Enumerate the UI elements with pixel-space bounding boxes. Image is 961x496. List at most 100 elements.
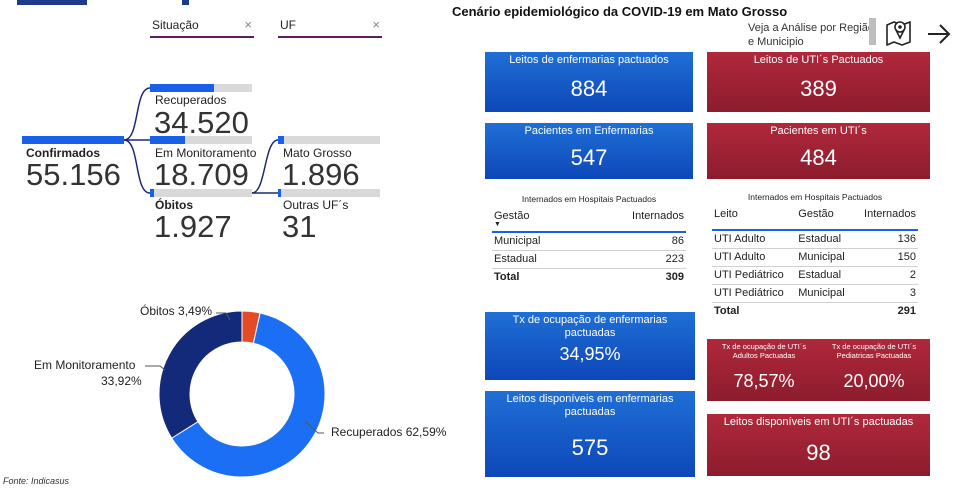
situation-donut-chart xyxy=(145,310,326,478)
card-pacientes-uti[interactable]: Pacientes em UTI´s 484 xyxy=(707,123,930,179)
map-pin-icon[interactable] xyxy=(884,16,916,48)
obitos-value[interactable]: 1.927 xyxy=(154,209,232,244)
donut-leader-line xyxy=(216,312,231,321)
cell-total-label: Total xyxy=(712,301,797,320)
card-value: 547 xyxy=(570,145,608,170)
cell-leito: UTI Pediátrico xyxy=(712,284,797,303)
tx-uti-pediatrica-title: Tx de ocupação de UTI´s Pediatricas Pact… xyxy=(831,342,917,360)
card-leitos-disponiveis-uti[interactable]: Leitos disponíveis em UTI´s pactuadas 98 xyxy=(707,414,930,476)
confirmados-value[interactable]: 55.156 xyxy=(26,157,121,192)
table-header-row: Gestão ▼ Internados xyxy=(492,210,686,232)
internados-gestao-table: Gestão ▼ Internados Municipal 86 Estadual… xyxy=(492,210,686,286)
clear-icon[interactable]: × xyxy=(244,17,252,32)
card-tx-ocupacao-uti[interactable]: Tx de ocupação de UTI´s Adultos Pactuada… xyxy=(707,339,930,401)
card-leitos-disponiveis-enfermarias[interactable]: Leitos disponíveis em enfermarias pactua… xyxy=(485,391,695,477)
donut-slice-em-monitoramento[interactable] xyxy=(158,310,243,439)
card-title: Leitos disponíveis em enfermarias pactua… xyxy=(506,393,674,418)
column-header-gestao[interactable]: Gestão ▼ xyxy=(492,210,584,232)
table-row: UTI Adulto Municipal 150 xyxy=(712,248,918,267)
recuperados-bar-fill xyxy=(150,84,214,92)
card-title: Leitos de enfermarias pactuados xyxy=(509,54,669,66)
cell-internados: 223 xyxy=(583,250,686,269)
tx-uti-pediatrica-value: 20,00% xyxy=(843,371,905,391)
donut-leader-line xyxy=(305,421,324,434)
card-title: Pacientes em UTI´s xyxy=(770,125,867,137)
donut-slice-recuperados[interactable] xyxy=(171,312,326,478)
source-note: Fonte: Indicasus xyxy=(3,476,70,486)
recuperados-value[interactable]: 34.520 xyxy=(154,105,249,140)
cell-total-value: 291 xyxy=(853,301,918,320)
nav-divider xyxy=(869,18,876,45)
card-leitos-uti[interactable]: Leitos de UTI´s Pactuados 389 xyxy=(707,52,930,112)
cell-gestao: Municipal xyxy=(796,284,854,303)
cell-total-value: 309 xyxy=(583,267,686,286)
card-title: Pacientes em Enfermarias xyxy=(524,125,654,137)
card-value: 484 xyxy=(800,145,837,170)
recuperados-label: Recuperados xyxy=(155,93,227,107)
sort-down-icon[interactable]: ▼ xyxy=(494,221,501,228)
table-total-row: Total 291 xyxy=(712,301,918,320)
region-analysis-link[interactable]: Veja a Análise por Região e Municipio xyxy=(748,21,874,49)
cell-total-label: Total xyxy=(492,267,584,286)
monitoramento-label: Em Monitoramento xyxy=(155,146,257,160)
region-analysis-line1: Veja a Análise por Região xyxy=(748,22,874,34)
obitos-label: Óbitos xyxy=(155,198,193,212)
table-header-row: Leito Gestão Internados xyxy=(712,208,918,230)
table-row: UTI Pediátrico Estadual 2 xyxy=(712,266,918,285)
table-row: Municipal 86 xyxy=(492,232,686,251)
header-strip-marker xyxy=(182,0,189,5)
card-title: Leitos de UTI´s Pactuados xyxy=(753,54,884,66)
confirmados-label: Confirmados xyxy=(26,146,101,160)
cell-internados: 86 xyxy=(583,232,686,251)
tree-connectors xyxy=(123,87,279,194)
outras-uf-label: Outras UF´s xyxy=(283,198,349,212)
card-leitos-enfermarias[interactable]: Leitos de enfermarias pactuados 884 xyxy=(485,52,693,112)
connector-obitos xyxy=(123,139,151,194)
situacao-slicer-label: Situação xyxy=(152,18,199,32)
cell-gestao: Municipal xyxy=(796,248,854,267)
card-value: 34,95% xyxy=(559,344,621,364)
uf-slicer-label: UF xyxy=(280,18,296,32)
table-row: UTI Pediátrico Municipal 3 xyxy=(712,284,918,303)
card-pacientes-enfermarias[interactable]: Pacientes em Enfermarias 547 xyxy=(485,123,693,179)
card-value: 884 xyxy=(570,76,608,101)
card-value: 98 xyxy=(806,440,831,465)
mato-grosso-label: Mato Grosso xyxy=(283,146,352,160)
internados-uti-table-title: Internados em Hospitais Pactuados xyxy=(747,192,883,202)
cell-leito: UTI Adulto xyxy=(712,248,797,267)
column-header-internados[interactable]: Internados xyxy=(864,208,916,220)
header-strip xyxy=(17,0,87,5)
tx-uti-adulto-value: 78,57% xyxy=(733,371,795,391)
cell-gestao: Estadual xyxy=(796,266,854,285)
outras-uf-bar-fill xyxy=(278,189,281,197)
column-header-gestao[interactable]: Gestão xyxy=(798,208,834,220)
tx-uti-adulto-title: Tx de ocupação de UTI´s Adultos Pactuada… xyxy=(721,342,807,360)
clear-icon[interactable]: × xyxy=(372,17,380,32)
cell-internados: 3 xyxy=(853,284,918,303)
table-row: Estadual 223 xyxy=(492,250,686,269)
dashboard-title: Cenário epidemiológico da COVID-19 em Ma… xyxy=(452,4,788,19)
table-total-row: Total 309 xyxy=(492,267,686,286)
donut-slice--bitos[interactable] xyxy=(241,310,261,344)
outras-uf-value[interactable]: 31 xyxy=(282,209,317,244)
card-title: Tx de ocupação de enfermarias pactuadas xyxy=(512,314,668,339)
cell-internados: 2 xyxy=(853,266,918,285)
outras-uf-bar xyxy=(278,189,380,197)
connector-mato-grosso xyxy=(251,139,279,194)
arrow-right-icon[interactable] xyxy=(926,22,952,46)
obitos-bar xyxy=(150,189,252,197)
table-row: UTI Adulto Estadual 136 xyxy=(712,230,918,249)
situacao-slicer[interactable]: Situação × xyxy=(150,16,254,38)
cell-internados: 136 xyxy=(853,230,918,249)
donut-label-recuperados: Recuperados 62,59% xyxy=(331,425,447,439)
mato-grosso-bar-fill xyxy=(278,136,284,144)
column-header-internados[interactable]: Internados xyxy=(632,210,684,222)
card-title: Leitos disponíveis em UTI´s pactuadas xyxy=(723,416,914,428)
monitoramento-value[interactable]: 18.709 xyxy=(154,157,249,192)
card-tx-ocupacao-enfermarias[interactable]: Tx de ocupação de enfermarias pactuadas … xyxy=(485,312,695,380)
donut-label-monitoramento-pct: 33,92% xyxy=(101,374,142,388)
mato-grosso-value[interactable]: 1.896 xyxy=(282,157,360,192)
cell-gestao: Estadual xyxy=(492,250,584,269)
column-header-leito[interactable]: Leito xyxy=(714,208,738,220)
uf-slicer[interactable]: UF × xyxy=(278,16,382,38)
